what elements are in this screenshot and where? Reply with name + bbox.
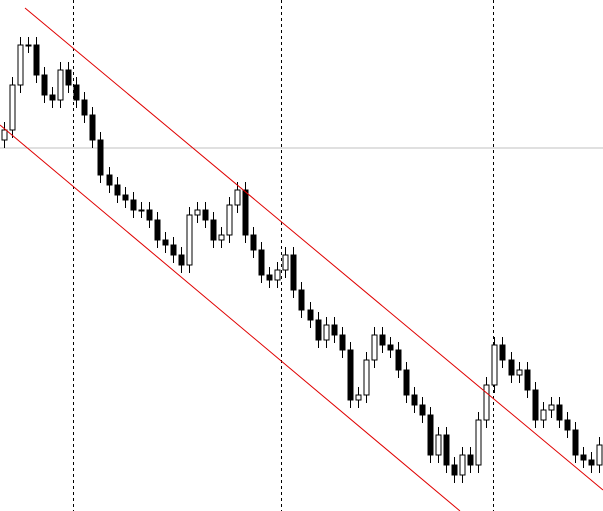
- candle-body: [483, 384, 490, 421]
- candle-body: [363, 359, 370, 396]
- candle-body: [290, 254, 297, 291]
- candle-body: [122, 194, 129, 201]
- candle-body: [250, 234, 257, 251]
- candle-body: [282, 254, 289, 271]
- candle-body: [411, 394, 418, 406]
- candle-body: [218, 234, 225, 241]
- candle-body: [307, 309, 314, 321]
- candle-body: [475, 419, 482, 466]
- candle-body: [532, 389, 539, 421]
- candle-body: [347, 349, 354, 401]
- candle-body: [331, 324, 338, 336]
- candle-body: [556, 404, 563, 421]
- candle-body: [508, 359, 515, 376]
- candle-body: [178, 254, 185, 266]
- candle-body: [499, 344, 506, 361]
- candle-body: [170, 244, 177, 256]
- candle-body: [9, 84, 16, 131]
- candle-body: [186, 214, 193, 266]
- candle-body: [387, 344, 394, 351]
- candle-body: [540, 409, 547, 421]
- candle-body: [162, 239, 169, 246]
- candle-body: [234, 189, 241, 206]
- candle-body: [580, 454, 587, 461]
- candle-body: [33, 44, 40, 76]
- candle-body: [210, 219, 217, 241]
- candle-body: [339, 334, 346, 351]
- candle-body: [41, 74, 48, 96]
- candle-body: [564, 419, 571, 431]
- candle-body: [73, 84, 80, 101]
- candle-body: [114, 184, 121, 196]
- candle-body: [258, 249, 265, 276]
- candle-body: [323, 324, 330, 341]
- candle-body: [427, 414, 434, 456]
- candle-body: [138, 209, 145, 212]
- candle-body: [315, 319, 322, 341]
- candle-body: [17, 44, 24, 86]
- candle-body: [146, 209, 153, 221]
- candle-body: [443, 434, 450, 466]
- candle-body: [49, 94, 56, 101]
- candle-body: [548, 404, 555, 411]
- candle-body: [395, 349, 402, 371]
- candle-body: [1, 129, 8, 141]
- candle-body: [202, 209, 209, 221]
- candle-body: [298, 289, 305, 311]
- candle-body: [355, 394, 362, 401]
- candle-body: [403, 369, 410, 396]
- candle-body: [491, 344, 498, 386]
- candle-body: [194, 209, 201, 216]
- candle-body: [596, 444, 603, 466]
- candle-body: [226, 204, 233, 236]
- candle-body: [435, 434, 442, 456]
- candle-body: [242, 189, 249, 236]
- candles: [1, 37, 603, 483]
- candle-body: [89, 114, 96, 141]
- candle-body: [467, 454, 474, 466]
- candle-body: [451, 464, 458, 476]
- candle-body: [97, 139, 104, 176]
- channel-lower: [0, 124, 461, 511]
- candle-body: [25, 44, 32, 47]
- candle-body: [81, 99, 88, 116]
- candle-body: [379, 334, 386, 346]
- candle-body: [516, 369, 523, 376]
- candle-body: [154, 219, 161, 241]
- candle-body: [524, 369, 531, 391]
- channel-upper: [24, 7, 603, 491]
- candle-body: [274, 269, 281, 281]
- candle-body: [65, 69, 72, 86]
- candle-body: [106, 174, 113, 186]
- candle-body: [57, 69, 64, 101]
- candle-body: [588, 459, 595, 466]
- candle-body: [266, 274, 273, 281]
- candle-body: [419, 404, 426, 416]
- candle-body: [130, 199, 137, 211]
- candle-body: [572, 429, 579, 456]
- candle-body: [459, 454, 466, 476]
- candle-body: [371, 334, 378, 361]
